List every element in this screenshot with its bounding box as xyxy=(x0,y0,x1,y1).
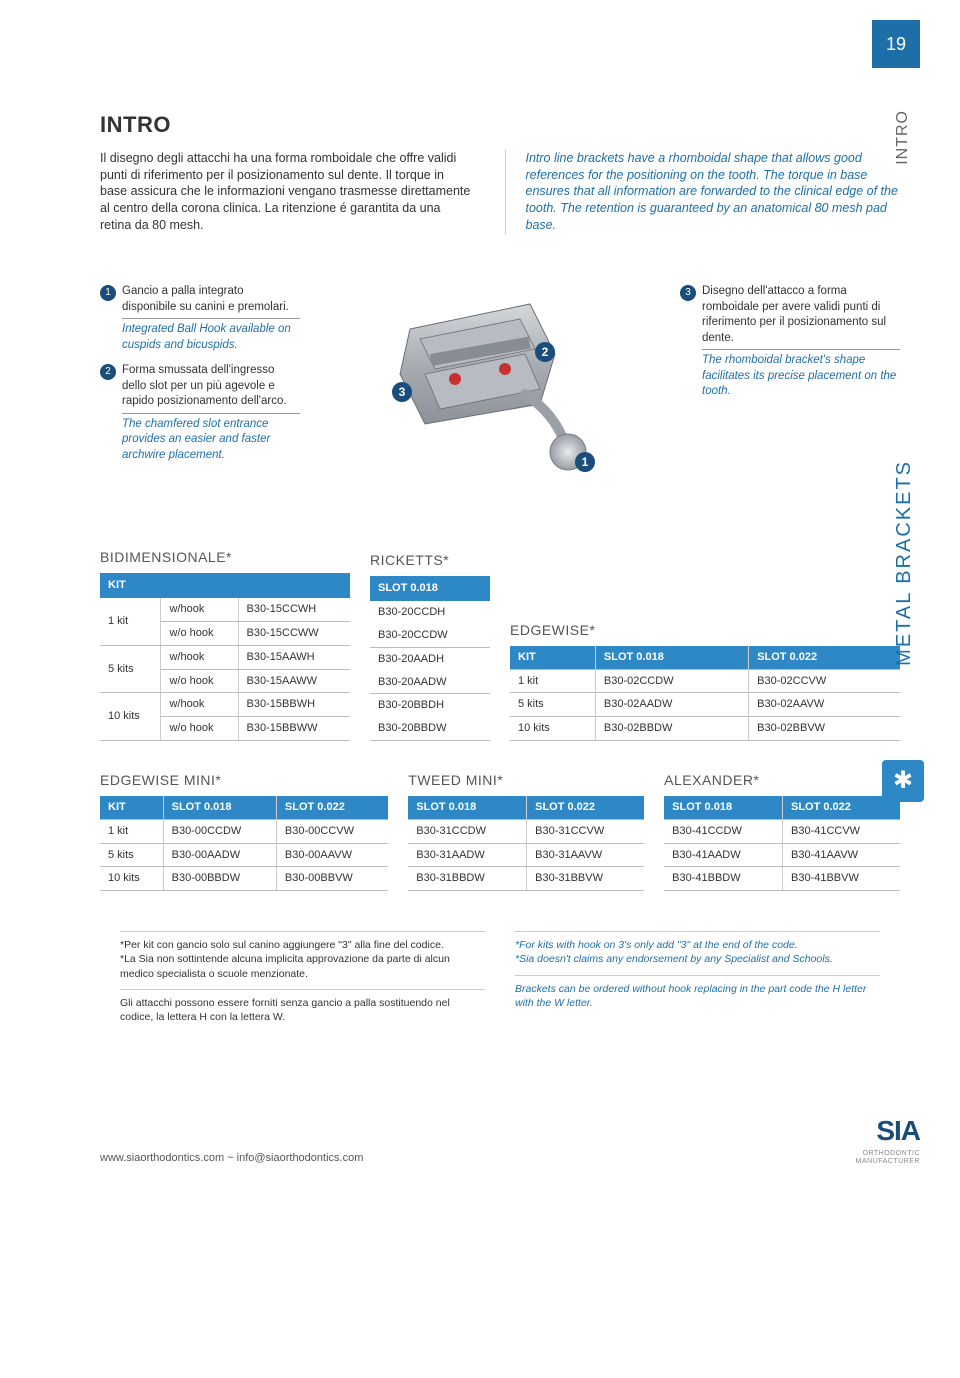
feature-3-it: Disegno dell'attacco a forma romboidale … xyxy=(702,284,900,346)
table-tweed-mini: TWEED MINI* SLOT 0.018 SLOT 0.022 B30-31… xyxy=(408,771,644,891)
tbl-head: SLOT 0.018 xyxy=(370,576,490,601)
side-tab-metal: METAL BRACKETS xyxy=(891,460,918,666)
tables-row-1: BIDIMENSIONALE* KIT 1 kitw/hookB30-15CCW… xyxy=(100,548,900,741)
table-row: 10 kitsB30-00BBDWB30-00BBVW xyxy=(100,867,388,891)
table-row: 5 kitsB30-00AADWB30-00AAVW xyxy=(100,843,388,867)
feature-3: 3 Disegno dell'attacco a forma romboidal… xyxy=(680,284,900,400)
features-row: 1 Gancio a palla integrato disponibile s… xyxy=(100,284,900,508)
feature-badge-2: 2 xyxy=(100,364,116,380)
intro-it: Il disegno degli attacchi ha una forma r… xyxy=(100,150,475,234)
section-title: INTRO xyxy=(100,110,900,140)
feature-1-en: Integrated Ball Hook available on cuspid… xyxy=(122,318,300,353)
bracket-diagram: 3 2 1 xyxy=(312,284,668,508)
main-content: INTRO Il disegno degli attacchi ha una f… xyxy=(0,0,960,1092)
tbl-head-row: SLOT 0.018 SLOT 0.022 xyxy=(408,796,644,819)
note: Brackets can be ordered without hook rep… xyxy=(515,975,880,1010)
table-row: B30-31CCDWB30-31CCVW xyxy=(408,819,644,843)
tables-row-2: EDGEWISE MINI* KIT SLOT 0.018 SLOT 0.022… xyxy=(100,771,900,891)
tbl-title: EDGEWISE* xyxy=(510,621,900,640)
notes-it: *Per kit con gancio solo sul canino aggi… xyxy=(120,931,485,1032)
table-row: B30-41CCDWB30-41CCVW xyxy=(664,819,900,843)
svg-text:1: 1 xyxy=(582,455,589,469)
feature-2-en: The chamfered slot entrance provides an … xyxy=(122,413,300,464)
note: Gli attacchi possono essere forniti senz… xyxy=(120,989,485,1024)
tbl-title: RICKETTS* xyxy=(370,551,490,570)
table-row: B30-41BBDWB30-41BBVW xyxy=(664,867,900,891)
table-row: B30-20CCDH xyxy=(370,601,490,624)
brand-logo: SIA ORTHODONTICMANUFACTURER xyxy=(856,1112,920,1165)
tbl-title: ALEXANDER* xyxy=(664,771,900,790)
logo-subtitle: ORTHODONTICMANUFACTURER xyxy=(856,1150,920,1165)
tbl-title: EDGEWISE MINI* xyxy=(100,771,388,790)
table-row: B30-31BBDWB30-31BBVW xyxy=(408,867,644,891)
table-row: B30-31AADWB30-31AAVW xyxy=(408,843,644,867)
table-row: 5 kitsw/hookB30-15AAWH xyxy=(100,645,350,669)
page-footer: www.siaorthodontics.com ~ info@siaorthod… xyxy=(0,1092,960,1185)
table-row: 1 kitB30-00CCDWB30-00CCVW xyxy=(100,819,388,843)
svg-text:2: 2 xyxy=(542,345,549,359)
svg-text:3: 3 xyxy=(399,385,406,399)
note: *Per kit con gancio solo sul canino aggi… xyxy=(120,931,485,981)
table-row: 10 kitsw/hookB30-15BBWH xyxy=(100,693,350,717)
footnotes: *Per kit con gancio solo sul canino aggi… xyxy=(100,931,900,1032)
table-row: 1 kitw/hookB30-15CCWH xyxy=(100,598,350,621)
table-ricketts: RICKETTS* SLOT 0.018 B30-20CCDH B30-20CC… xyxy=(370,551,490,741)
table-row: 10 kitsB30-02BBDWB30-02BBVW xyxy=(510,717,900,741)
tbl-title: BIDIMENSIONALE* xyxy=(100,548,350,567)
table-row: B30-20BBDW xyxy=(370,717,490,740)
feature-2-it: Forma smussata dell'ingresso dello slot … xyxy=(122,363,300,410)
table-row: 5 kitsB30-02AADWB30-02AAVW xyxy=(510,693,900,717)
logo-text: SIA xyxy=(856,1112,920,1150)
table-edgewise-mini: EDGEWISE MINI* KIT SLOT 0.018 SLOT 0.022… xyxy=(100,771,388,891)
tbl-head: KIT xyxy=(100,573,350,598)
intro-en: Intro line brackets have a rhomboidal sh… xyxy=(505,150,901,234)
feature-badge-1: 1 xyxy=(100,285,116,301)
flower-badge-icon: ✱ xyxy=(882,760,924,802)
table-row: B30-20CCDW xyxy=(370,624,490,647)
tbl-head-row: KIT SLOT 0.018 SLOT 0.022 xyxy=(100,796,388,819)
table-row: B30-20AADW xyxy=(370,671,490,694)
feature-1: 1 Gancio a palla integrato disponibile s… xyxy=(100,284,300,353)
note: *For kits with hook on 3's only add "3" … xyxy=(515,931,880,966)
notes-en: *For kits with hook on 3's only add "3" … xyxy=(515,931,880,1032)
table-row: B30-41AADWB30-41AAVW xyxy=(664,843,900,867)
table-edgewise: EDGEWISE* KIT SLOT 0.018 SLOT 0.022 1 ki… xyxy=(510,621,900,741)
tbl-title: TWEED MINI* xyxy=(408,771,644,790)
table-bidimensionale: BIDIMENSIONALE* KIT 1 kitw/hookB30-15CCW… xyxy=(100,548,350,741)
footer-url: www.siaorthodontics.com ~ info@siaorthod… xyxy=(100,1151,363,1166)
feature-3-en: The rhomboidal bracket's shape facilitat… xyxy=(702,349,900,400)
feature-2: 2 Forma smussata dell'ingresso dello slo… xyxy=(100,363,300,463)
side-tab-intro: INTRO xyxy=(892,110,914,165)
table-row: 1 kitB30-02CCDWB30-02CCVW xyxy=(510,669,900,693)
page-number: 19 xyxy=(872,20,920,68)
intro-text-row: Il disegno degli attacchi ha una forma r… xyxy=(100,150,900,234)
feature-1-it: Gancio a palla integrato disponibile su … xyxy=(122,284,300,315)
table-row: B30-20BBDH xyxy=(370,694,490,717)
table-alexander: ALEXANDER* SLOT 0.018 SLOT 0.022 B30-41C… xyxy=(664,771,900,891)
feature-badge-3: 3 xyxy=(680,285,696,301)
tbl-head-row: KIT SLOT 0.018 SLOT 0.022 xyxy=(510,646,900,669)
tbl-head-row: SLOT 0.018 SLOT 0.022 xyxy=(664,796,900,819)
table-row: B30-20AADH xyxy=(370,647,490,670)
